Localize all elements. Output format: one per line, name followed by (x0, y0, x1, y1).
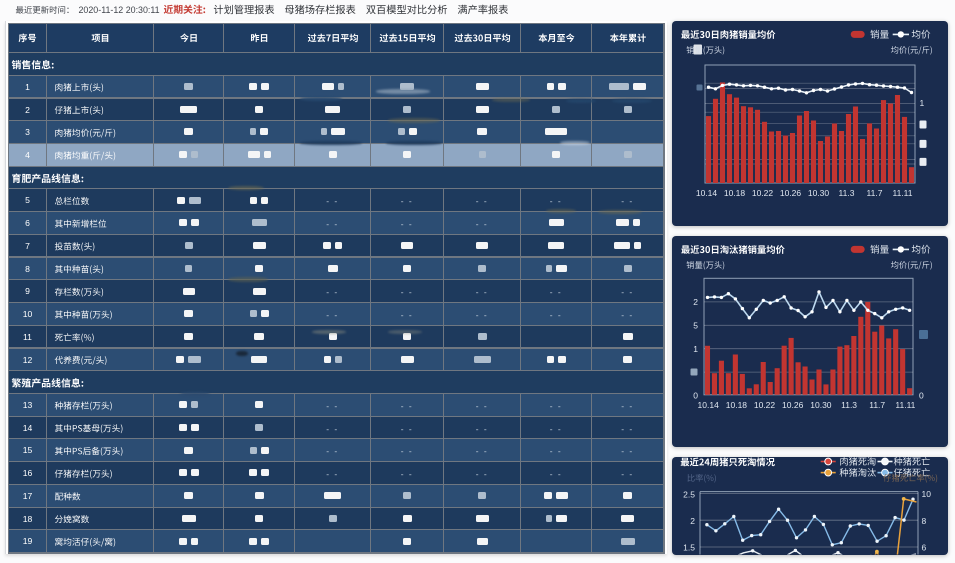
svg-text:10.26: 10.26 (780, 188, 802, 198)
svg-text:10.30: 10.30 (810, 400, 832, 410)
svg-text:1.5: 1.5 (683, 543, 695, 553)
svg-text:0: 0 (919, 391, 924, 401)
svg-text:10.22: 10.22 (754, 400, 776, 410)
svg-text:1: 1 (920, 98, 925, 108)
svg-text:10.18: 10.18 (726, 400, 748, 410)
svg-text:10.18: 10.18 (724, 188, 746, 198)
svg-text:6: 6 (922, 543, 927, 553)
svg-text:11.7: 11.7 (869, 400, 885, 410)
svg-text:2.5: 2.5 (683, 489, 695, 499)
svg-text:2: 2 (690, 516, 695, 526)
svg-text:11.11: 11.11 (892, 188, 912, 198)
svg-text:10.14: 10.14 (698, 400, 720, 410)
svg-text:11.7: 11.7 (867, 188, 883, 198)
svg-text:2: 2 (693, 297, 698, 307)
svg-text:10.30: 10.30 (808, 188, 830, 198)
svg-text:11.11: 11.11 (895, 400, 915, 410)
svg-text:5: 5 (693, 321, 698, 331)
svg-text:10.22: 10.22 (752, 188, 774, 198)
svg-text:0: 0 (693, 391, 698, 401)
svg-text:10: 10 (922, 489, 932, 499)
svg-text:11.3: 11.3 (839, 188, 855, 198)
svg-text:1: 1 (693, 344, 698, 354)
svg-text:8: 8 (922, 516, 927, 526)
svg-text:2020-11-12 20:30:11: 2020-11-12 20:30:11 (79, 5, 160, 15)
svg-text:10.14: 10.14 (696, 188, 718, 198)
svg-text:10.26: 10.26 (782, 400, 804, 410)
svg-text:11.3: 11.3 (841, 400, 857, 410)
